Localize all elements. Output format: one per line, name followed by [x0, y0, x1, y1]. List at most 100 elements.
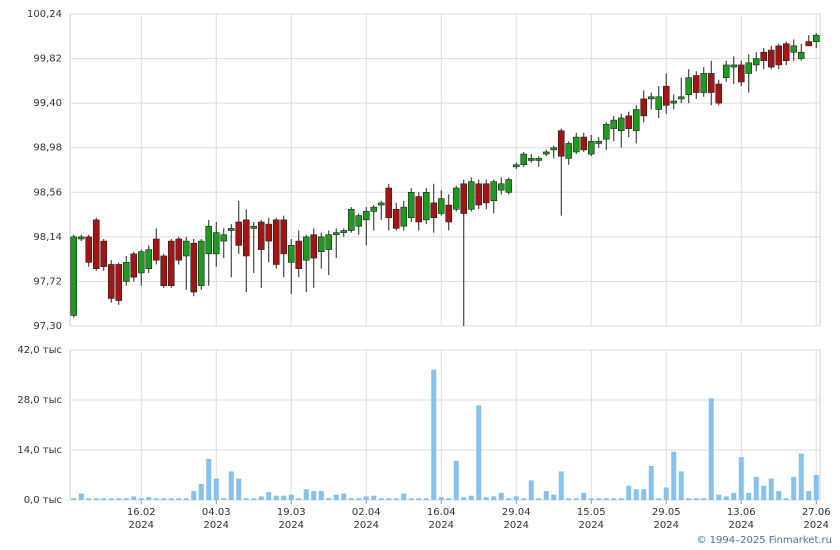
- candle-body: [347, 208, 355, 231]
- volume-bar: [258, 496, 264, 500]
- volume-bar: [611, 498, 617, 500]
- candle-body: [812, 34, 820, 42]
- candle-body: [542, 151, 550, 155]
- volume-bar: [363, 496, 369, 500]
- volume-bar: [101, 498, 107, 500]
- volume-bar: [71, 498, 77, 500]
- volume-bar: [198, 483, 204, 500]
- candle-body: [220, 234, 228, 242]
- volume-bar: [731, 492, 737, 500]
- volume-bar: [618, 498, 624, 500]
- volume-bar: [543, 491, 549, 500]
- candle-body: [137, 251, 145, 274]
- candle-body: [572, 136, 580, 153]
- candle-body: [235, 221, 243, 246]
- candle-body: [760, 51, 768, 61]
- volume-bar: [738, 457, 744, 500]
- volume-bar: [806, 491, 812, 500]
- volume-bar: [671, 451, 677, 500]
- volume-bar: [566, 498, 572, 500]
- candle-body: [115, 264, 123, 301]
- volume-bar: [416, 498, 422, 500]
- candle-body: [107, 264, 115, 299]
- y-tick-label: 42,0 тыс: [17, 345, 62, 356]
- candle-body: [167, 240, 175, 286]
- candle-body: [122, 262, 130, 282]
- candle-body: [340, 230, 348, 233]
- y-tick-label: 97,72: [33, 276, 62, 287]
- candle-body: [452, 187, 460, 210]
- volume-bar: [551, 494, 557, 500]
- candle-body: [325, 234, 333, 250]
- candle-body: [497, 183, 505, 191]
- volume-bar: [483, 497, 489, 500]
- volume-bar: [641, 489, 647, 500]
- volume-bar: [558, 471, 564, 500]
- footer: © 1994–2025 Finmarket.ru: [696, 535, 832, 546]
- candle-body: [295, 240, 303, 269]
- volume-bar: [603, 498, 609, 500]
- volume-bar: [438, 497, 444, 500]
- plot-frame: [69, 349, 821, 501]
- volume-bar: [153, 498, 159, 500]
- candle-body: [692, 75, 700, 93]
- y-tick-label: 97,30: [33, 321, 62, 332]
- candle-body: [700, 73, 708, 93]
- volume-bar: [191, 491, 197, 500]
- candle-body: [145, 249, 153, 269]
- x-tick-label: 04.03 2024: [201, 507, 231, 531]
- plot-frame: [69, 13, 821, 327]
- candle-body: [85, 236, 93, 263]
- volume-bar: [513, 496, 519, 500]
- candle-body: [490, 181, 498, 202]
- candle-body: [550, 147, 558, 151]
- volume-bar: [446, 498, 452, 500]
- volume-bar: [746, 492, 752, 500]
- candle-body: [280, 219, 288, 255]
- volume-bar: [626, 485, 632, 500]
- volume-bar: [461, 497, 467, 500]
- candle-body: [377, 202, 385, 206]
- volume-bar: [521, 498, 527, 500]
- volume-bar: [386, 498, 392, 500]
- volume-bar: [408, 498, 414, 500]
- volume-bar: [453, 460, 459, 500]
- candle-body: [557, 130, 565, 157]
- volume-bar: [498, 492, 504, 500]
- candle-body: [790, 45, 798, 53]
- volume-bar: [251, 498, 257, 500]
- candle-body: [287, 245, 295, 263]
- volume-bar: [536, 498, 542, 500]
- candle-body: [430, 202, 438, 219]
- candle-body: [77, 236, 85, 240]
- volume-bar: [693, 498, 699, 500]
- candle-body: [707, 73, 715, 93]
- candle-body: [370, 206, 378, 212]
- candle-body: [655, 96, 663, 110]
- candle-body: [715, 83, 723, 104]
- candle-body: [475, 183, 483, 206]
- candle-body: [670, 100, 678, 104]
- candle-body: [355, 215, 363, 227]
- candle-body: [190, 242, 198, 293]
- candle-body: [130, 253, 138, 278]
- volume-bar: [648, 466, 654, 500]
- volume-bar: [146, 497, 152, 500]
- y-tick-label: 98,56: [33, 187, 62, 198]
- volume-bar: [108, 498, 114, 500]
- candle-body: [317, 236, 325, 253]
- y-tick-label: 14,0 тыс: [17, 445, 62, 456]
- volume-bar: [716, 494, 722, 500]
- candle-body: [617, 117, 625, 132]
- volume-bar: [93, 498, 99, 500]
- volume-bar: [791, 476, 797, 500]
- volume-bar: [708, 398, 714, 500]
- candle-body: [250, 225, 258, 229]
- volume-bar: [288, 494, 294, 500]
- volume-bar: [176, 498, 182, 500]
- candle-body: [610, 119, 618, 129]
- y-tick-label: 99,82: [33, 54, 62, 65]
- volume-bar: [656, 498, 662, 500]
- candle-body: [227, 228, 235, 231]
- candle-body: [92, 219, 100, 269]
